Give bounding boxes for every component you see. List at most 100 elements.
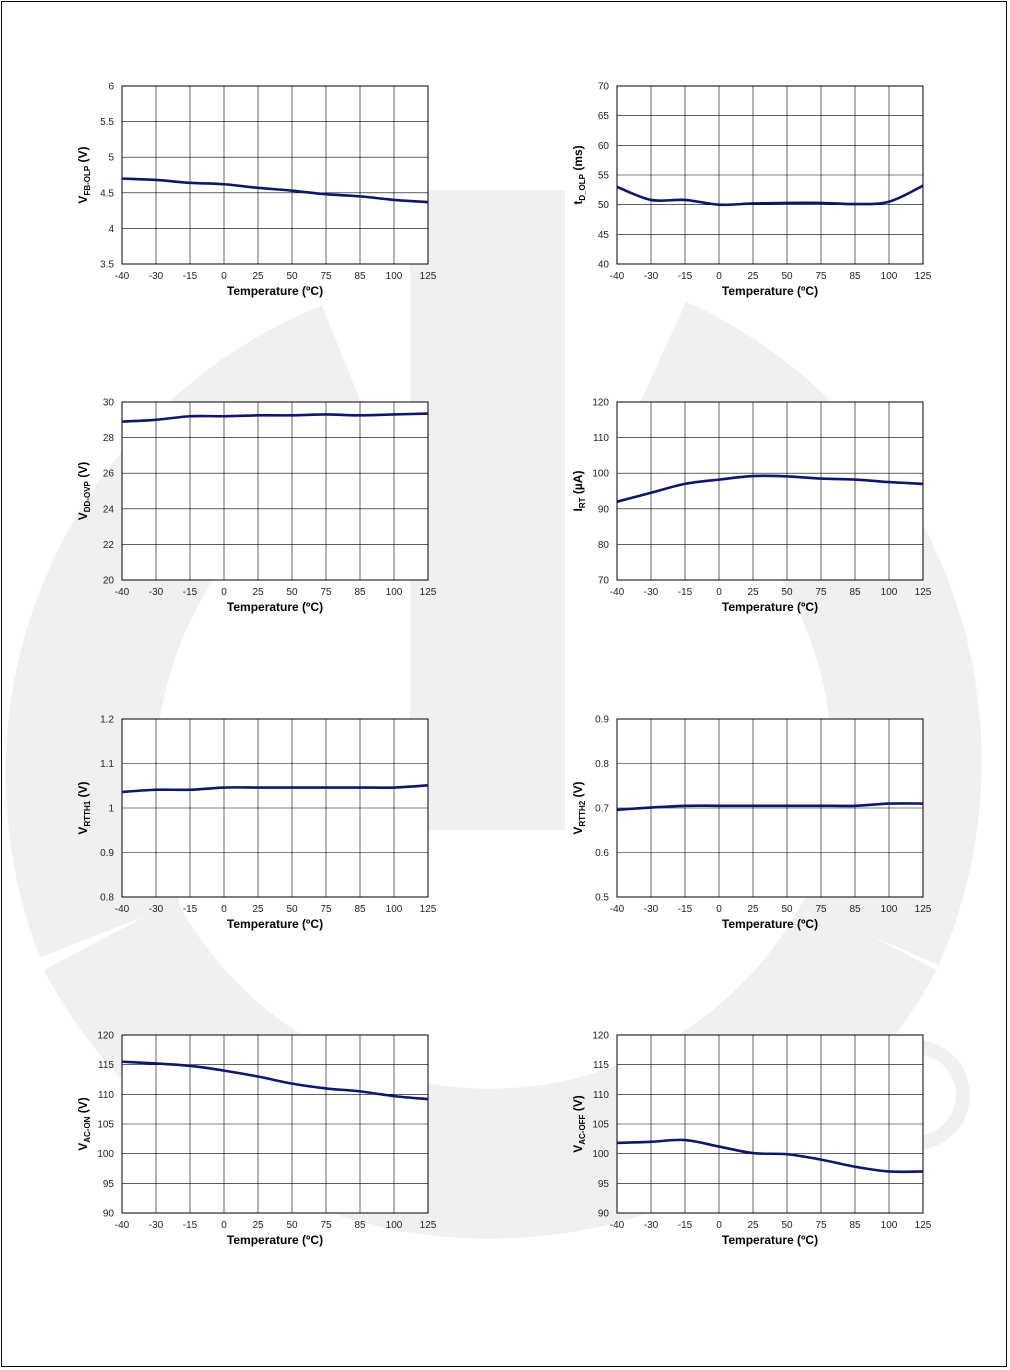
y-tick-label: 28 [103, 433, 115, 444]
x-tick-label: 100 [881, 271, 898, 282]
y-tick-label: 80 [598, 540, 610, 551]
y-tick-label: 50 [598, 200, 610, 211]
x-tick-label: 25 [252, 1220, 264, 1231]
y-tick-label: 4.5 [100, 188, 114, 199]
x-axis-label: Temperature (ºC) [227, 600, 323, 614]
chart-5: 0.8 0.9 1 1.1 1.2 -40 -30 -15 0 25 50 75 85 100 125 Tem… [76, 715, 437, 932]
y-axis-label-unit: (V) [76, 462, 90, 481]
y-axis-label: IRT (µA) [571, 471, 587, 512]
y-tick-label: 5 [108, 153, 114, 164]
y-axis-label: VDD-OVP (V) [76, 462, 92, 520]
x-tick-label: 125 [420, 587, 437, 598]
y-tick-label: 100 [592, 469, 609, 480]
y-axis-label-sub: DD-OVP [83, 480, 92, 512]
x-axis-label: Temperature (ºC) [227, 284, 323, 298]
y-axis-label: VRTTH1 (V) [76, 781, 92, 834]
y-axis-label-main: V [76, 827, 90, 835]
y-axis-label-unit: (V) [571, 781, 585, 800]
x-tick-label: -30 [644, 587, 659, 598]
y-tick-label: 110 [593, 433, 609, 444]
y-axis-label: VFB-OLP (V) [76, 146, 92, 203]
x-tick-label: 125 [420, 904, 437, 915]
y-tick-label: 90 [103, 1209, 115, 1220]
y-tick-label: 30 [103, 398, 115, 409]
x-tick-label: -15 [183, 587, 198, 598]
y-tick-label: 65 [598, 111, 610, 122]
x-tick-label: -15 [678, 904, 693, 915]
x-tick-label: 25 [747, 587, 759, 598]
series-line [616, 802, 924, 812]
x-tick-label: -40 [115, 271, 130, 282]
x-tick-label: -40 [115, 904, 130, 915]
y-axis-label-sub: RTTH2 [578, 800, 587, 826]
x-tick-label: 50 [286, 271, 298, 282]
y-axis-label-main: V [571, 1145, 585, 1153]
x-tick-label: 85 [354, 904, 366, 915]
y-tick-label: 0.8 [595, 759, 609, 770]
y-tick-label: 0.8 [100, 893, 114, 904]
y-axis-label-unit: (V) [76, 146, 90, 165]
x-tick-label: -40 [610, 1220, 625, 1231]
x-axis-label: Temperature (ºC) [722, 1233, 818, 1247]
x-tick-label: 50 [286, 1220, 298, 1231]
x-axis-label: Temperature (ºC) [722, 917, 818, 931]
x-tick-label: 50 [781, 904, 793, 915]
y-axis-label: VAC-ON (V) [76, 1097, 92, 1151]
x-tick-label: 125 [915, 1220, 932, 1231]
x-tick-label: 100 [881, 904, 898, 915]
y-tick-label: 22 [103, 540, 115, 551]
y-tick-label: 100 [97, 1149, 114, 1160]
x-tick-label: 0 [716, 587, 722, 598]
x-tick-label: -15 [183, 271, 198, 282]
series-line [121, 1060, 429, 1101]
x-tick-label: -30 [644, 271, 659, 282]
chart-8: 90 95 100 105 110 115 120 -40 -30 -15 0 25 50 75 85 100… [571, 1031, 932, 1248]
x-axis-label: Temperature (ºC) [722, 284, 818, 298]
y-tick-label: 0.9 [100, 848, 114, 859]
x-tick-label: 0 [221, 271, 227, 282]
x-tick-label: -15 [183, 904, 198, 915]
x-tick-label: 25 [747, 271, 759, 282]
y-tick-label: 5.5 [100, 117, 114, 128]
y-tick-label: 1.2 [100, 715, 114, 726]
x-tick-label: 100 [881, 587, 898, 598]
y-axis-label-main: V [76, 196, 90, 204]
y-axis-label: tD_OLP (ms) [571, 145, 587, 204]
y-tick-label: 95 [103, 1179, 115, 1190]
chart-3: 20 22 24 26 28 30 -40 -30 -15 0 25 50 75 85 100 125 Temp… [76, 398, 437, 615]
x-tick-label: 85 [849, 904, 861, 915]
x-tick-label: 85 [354, 587, 366, 598]
x-tick-label: 75 [320, 587, 332, 598]
y-tick-label: 45 [598, 230, 610, 241]
y-tick-label: 120 [592, 1031, 609, 1042]
x-tick-label: 75 [320, 1220, 332, 1231]
x-tick-label: 100 [386, 1220, 403, 1231]
x-tick-label: 0 [221, 587, 227, 598]
plot-border [616, 718, 924, 898]
y-tick-label: 105 [97, 1120, 114, 1131]
y-axis-label-main: t [571, 201, 585, 205]
y-tick-label: 40 [598, 260, 610, 271]
y-tick-label: 70 [598, 82, 610, 93]
x-tick-label: 85 [849, 1220, 861, 1231]
y-axis-label: VAC-OFF (V) [571, 1095, 587, 1153]
y-tick-label: 0.7 [595, 804, 609, 815]
x-tick-label: -15 [678, 271, 693, 282]
y-axis-label-main: I [571, 508, 585, 511]
x-tick-label: -15 [678, 587, 693, 598]
plot-border [616, 85, 924, 265]
x-tick-label: 125 [915, 904, 932, 915]
y-tick-label: 100 [592, 1149, 609, 1160]
x-tick-label: -30 [644, 1220, 659, 1231]
plot-area [617, 402, 923, 580]
y-tick-label: 0.5 [595, 893, 609, 904]
chart-6: 0.5 0.6 0.7 0.8 0.9 -40 -30 -15 0 25 50 75 85 100 125 T… [571, 715, 932, 932]
x-tick-label: 75 [320, 271, 332, 282]
y-tick-label: 55 [598, 171, 610, 182]
y-tick-label: 95 [598, 1179, 610, 1190]
x-tick-label: 85 [354, 271, 366, 282]
y-axis-label-main: V [76, 1143, 90, 1151]
y-axis-label-main: V [76, 512, 90, 520]
plot-border [121, 85, 429, 265]
